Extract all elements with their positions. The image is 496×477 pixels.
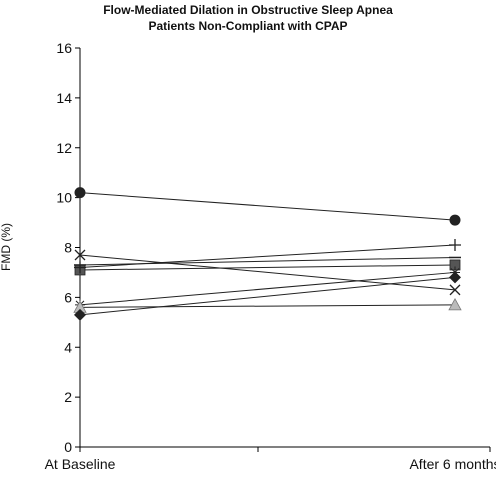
data-point bbox=[449, 239, 461, 251]
series-line bbox=[80, 265, 455, 270]
x-tick-label: At Baseline bbox=[45, 456, 116, 472]
y-tick-label: 16 bbox=[56, 40, 72, 56]
y-tick-label: 6 bbox=[64, 289, 72, 305]
series-line bbox=[80, 277, 455, 314]
data-point bbox=[450, 215, 460, 225]
series-line bbox=[80, 257, 455, 264]
chart-title-line-1: Flow-Mediated Dilation in Obstructive Sl… bbox=[103, 3, 393, 17]
chart-title-line-2: Patients Non-Compliant with CPAP bbox=[148, 19, 347, 33]
y-tick-label: 8 bbox=[64, 240, 72, 256]
data-point bbox=[449, 299, 461, 310]
x-tick-label: After 6 months bbox=[409, 456, 496, 472]
y-tick-label: 0 bbox=[64, 439, 72, 455]
series-line bbox=[80, 255, 455, 290]
y-tick-label: 10 bbox=[56, 190, 72, 206]
series-line bbox=[80, 272, 455, 304]
y-tick-label: 14 bbox=[56, 90, 72, 106]
series-line bbox=[80, 193, 455, 220]
y-tick-label: 12 bbox=[56, 140, 72, 156]
y-tick-label: 2 bbox=[64, 389, 72, 405]
series-line bbox=[80, 305, 455, 307]
y-tick-label: 4 bbox=[64, 339, 72, 355]
y-axis-title: FMD (%) bbox=[0, 223, 13, 271]
plot-area: 0 2 4 6 8 10 12 14 16 At Baseline After 6 months bbox=[45, 40, 496, 472]
data-point bbox=[75, 188, 85, 198]
